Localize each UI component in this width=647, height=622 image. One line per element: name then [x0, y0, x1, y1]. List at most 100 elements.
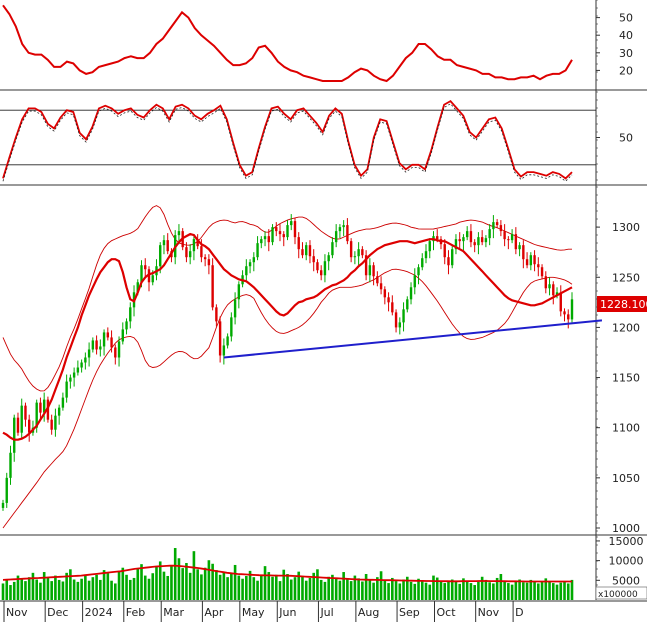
- x-tick-label: Nov: [6, 606, 28, 619]
- candle-body: [469, 231, 473, 243]
- candle-body: [477, 237, 480, 246]
- volume-bar: [271, 576, 274, 600]
- volume-bar: [435, 577, 439, 600]
- y-tick-label: 20: [619, 64, 633, 77]
- volume-bar: [42, 572, 46, 600]
- candle-body: [16, 417, 20, 433]
- candle-body: [510, 234, 514, 241]
- candle-body: [144, 265, 147, 270]
- candle: [387, 292, 390, 312]
- candle-body: [87, 349, 91, 358]
- volume-bar: [312, 572, 316, 600]
- candle-body: [338, 227, 342, 232]
- volume-bar: [447, 581, 450, 600]
- candle: [327, 252, 330, 271]
- candle-body: [316, 262, 319, 271]
- volume-panel: [1, 548, 574, 600]
- candle: [218, 316, 222, 363]
- volume-bar: [140, 564, 143, 600]
- lower-band-line: [2, 268, 573, 529]
- volume-bar: [346, 579, 349, 600]
- candle-body: [200, 246, 203, 258]
- candle: [413, 268, 416, 295]
- candle: [364, 250, 368, 281]
- volume-bar: [143, 575, 147, 600]
- candle: [529, 252, 533, 271]
- volume-bar: [316, 569, 319, 600]
- volume-bar: [155, 566, 158, 600]
- candle: [540, 264, 544, 280]
- candle: [379, 276, 383, 295]
- candle-body: [35, 402, 38, 428]
- y-tick-label: 1300: [612, 221, 640, 234]
- volume-bar: [499, 574, 503, 600]
- y-tick-label: 1150: [612, 372, 640, 385]
- candle: [252, 252, 256, 272]
- candle: [394, 309, 398, 333]
- candle-body: [522, 245, 525, 260]
- candle: [61, 392, 65, 411]
- candle-body: [331, 242, 334, 256]
- volume-bar: [256, 580, 259, 600]
- candle: [544, 271, 547, 294]
- candle-body: [203, 257, 207, 260]
- volume-bar: [420, 580, 424, 600]
- candle: [110, 330, 113, 353]
- candle-body: [357, 249, 360, 257]
- volume-bar: [323, 581, 327, 600]
- volume-bar: [293, 577, 297, 600]
- candle-body: [406, 299, 409, 310]
- candle-body: [454, 239, 458, 250]
- candle: [563, 308, 566, 322]
- candle-body: [567, 314, 570, 320]
- volume-ma-line: [2, 564, 572, 583]
- candle: [417, 264, 420, 285]
- volume-bar: [147, 578, 151, 600]
- candle: [368, 258, 372, 283]
- candle: [57, 404, 61, 425]
- volume-bar: [117, 571, 121, 600]
- candle-body: [159, 245, 162, 267]
- volume-bar: [417, 578, 420, 600]
- volume-bar: [99, 579, 102, 600]
- candle-body: [308, 245, 312, 257]
- volume-bar: [465, 581, 469, 600]
- candle: [102, 329, 106, 356]
- volume-bar: [50, 581, 53, 600]
- volume-bar: [566, 583, 570, 600]
- candle: [514, 227, 518, 255]
- volume-bar: [215, 570, 218, 600]
- volume-bar: [80, 578, 83, 600]
- candle-body: [555, 292, 559, 296]
- candle-body: [196, 239, 199, 247]
- volume-bar: [35, 579, 38, 600]
- candle-body: [129, 307, 132, 322]
- candle-body: [387, 297, 390, 303]
- volume-bar: [185, 562, 188, 600]
- candle-body: [20, 405, 23, 433]
- volume-bar: [495, 577, 499, 600]
- candle: [469, 224, 473, 248]
- candle: [570, 292, 574, 323]
- volume-bar: [114, 583, 117, 600]
- candle: [95, 335, 98, 355]
- price-panel: [1, 205, 603, 529]
- candle: [237, 281, 241, 309]
- volume-bar: [570, 579, 574, 600]
- volume-bar: [301, 575, 304, 600]
- candle: [114, 344, 117, 365]
- y-tick-label: 10000: [609, 555, 644, 568]
- candle-body: [409, 287, 413, 300]
- volume-bar: [128, 579, 132, 600]
- candle-body: [42, 399, 46, 413]
- candle-body: [458, 239, 461, 242]
- candle-body: [9, 452, 12, 478]
- volume-bar: [563, 581, 566, 600]
- candle-body: [484, 238, 488, 243]
- volume-bar: [16, 575, 20, 600]
- y-tick-label: 40: [619, 29, 633, 42]
- candle: [376, 271, 379, 287]
- candle-body: [368, 265, 372, 276]
- candle-body: [188, 251, 192, 258]
